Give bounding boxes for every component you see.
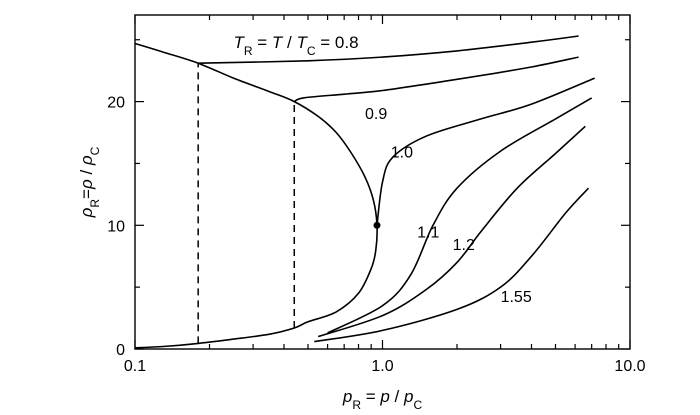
series-label-1-1: 1.1 bbox=[417, 225, 439, 242]
series-label-0-9: 0.9 bbox=[365, 106, 387, 123]
isotherm-1-2 bbox=[317, 125, 586, 338]
x-tick-label: 10.0 bbox=[614, 358, 645, 375]
isotherm-0-8 bbox=[198, 35, 579, 64]
isotherm-0-9 bbox=[293, 56, 579, 103]
y-tick-label: 10 bbox=[107, 218, 125, 235]
isotherm-1-1 bbox=[327, 97, 593, 334]
series-label-1-2: 1.2 bbox=[453, 237, 475, 254]
x-tick-label: 1.0 bbox=[371, 358, 393, 375]
x-tick-label: 0.1 bbox=[124, 358, 146, 375]
y-tick-label: 0 bbox=[116, 342, 125, 359]
isotherm-1-0 bbox=[376, 77, 596, 226]
critical-point bbox=[373, 221, 381, 229]
series-label-1-55: 1.55 bbox=[501, 289, 532, 306]
isotherm-1-55 bbox=[314, 187, 590, 343]
temperature-ratio-annotation: TR = T / TC = 0.8 bbox=[233, 33, 358, 58]
y-tick-label: 20 bbox=[107, 95, 125, 112]
plot-area: 0.1 1.0 10.0 0 10 20 0.9 1.0 1.1 1.2 1.55 bbox=[107, 14, 646, 375]
series-label-1-0: 1.0 bbox=[391, 144, 413, 161]
y-axis-label: ρR=ρ / ρC bbox=[77, 146, 102, 218]
x-axis-label: pR = p / pC bbox=[342, 387, 423, 412]
saturation-curve bbox=[134, 42, 378, 349]
